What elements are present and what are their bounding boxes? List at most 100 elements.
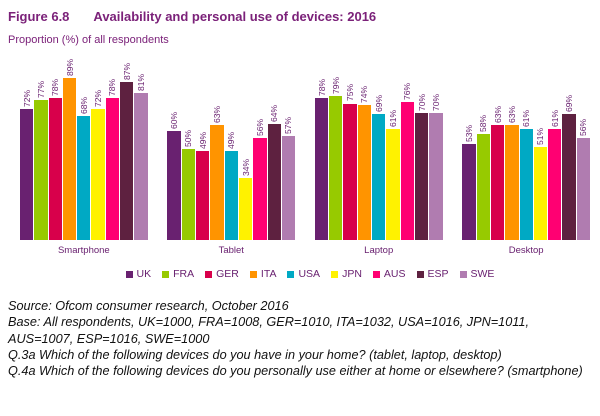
bar-value-label: 49% xyxy=(197,131,208,149)
bar-tablet-ita: 63% xyxy=(210,106,224,240)
bar-tablet-esp: 64% xyxy=(267,105,281,240)
chart-subtitle: Proportion (%) of all respondents xyxy=(8,34,169,46)
bar-value-label: 74% xyxy=(359,86,370,104)
chart-footnotes: Source: Ofcom consumer research, October… xyxy=(0,298,600,379)
bar-group-desktop: 53% 58% 63% 63% 61% 51% 61% 69% 56% Desktop xyxy=(462,52,590,256)
bar-value-label: 78% xyxy=(107,79,118,97)
bar-value-label: 89% xyxy=(64,59,75,77)
legend-item-esp: ESP xyxy=(416,268,449,280)
bar-value-label: 69% xyxy=(564,95,575,113)
bar-smartphone-swe: 81% xyxy=(134,74,148,240)
bar-value-label: 79% xyxy=(330,77,341,95)
bar-value-label: 72% xyxy=(21,89,32,107)
legend-item-ger: GER xyxy=(205,268,239,280)
bar-value-label: 76% xyxy=(402,82,413,100)
bar-value-label: 57% xyxy=(283,117,294,135)
bar-smartphone-fra: 77% xyxy=(34,81,48,240)
bar-desktop-aus: 61% xyxy=(548,110,562,240)
category-label-laptop: Laptop xyxy=(364,245,394,256)
bar-smartphone-uk: 72% xyxy=(20,90,34,240)
bar-value-label: 87% xyxy=(121,62,132,80)
figure-title: Availability and personal use of devices… xyxy=(93,9,377,24)
bar-tablet-swe: 57% xyxy=(281,117,296,240)
bar-smartphone-esp: 87% xyxy=(120,63,134,240)
bar-value-label: 58% xyxy=(478,115,489,133)
bar-tablet-fra: 50% xyxy=(181,130,196,240)
legend-label-ita: ITA xyxy=(260,268,277,280)
legend-item-uk: UK xyxy=(125,268,151,280)
bar-value-label: 61% xyxy=(388,109,398,127)
bar-value-label: 56% xyxy=(578,119,589,137)
bar-value-label: 68% xyxy=(78,97,89,115)
bar-laptop-esp: 70% xyxy=(414,94,429,240)
bars-laptop: 78% 79% 75% 74% 69% 61% 76% 70% 70% xyxy=(314,52,443,240)
bar-desktop-esp: 69% xyxy=(562,95,576,240)
bar-value-label: 77% xyxy=(35,80,46,98)
bar-group-laptop: 78% 79% 75% 74% 69% 61% 76% 70% 70% Laptop xyxy=(314,52,443,256)
bar-value-label: 51% xyxy=(535,128,546,146)
bar-laptop-uk: 78% xyxy=(314,79,329,240)
bars-desktop: 53% 58% 63% 63% 61% 51% 61% 69% 56% xyxy=(462,52,590,240)
bar-value-label: 34% xyxy=(240,159,251,177)
legend-swatch-swe xyxy=(459,270,467,278)
bar-smartphone-ita: 89% xyxy=(62,59,77,240)
chart-plot-area: 72% 77% 78% 89% 68% 72% 78% 87% 81% Smartphone 60%… xyxy=(0,52,600,256)
bar-laptop-ita: 74% xyxy=(357,86,372,240)
bar-value-label: 81% xyxy=(136,73,147,91)
bar-value-label: 61% xyxy=(549,109,560,127)
bar-desktop-swe: 56% xyxy=(576,119,590,240)
bar-value-label: 60% xyxy=(169,111,180,129)
bar-value-label: 63% xyxy=(492,106,503,124)
bar-desktop-jpn: 51% xyxy=(533,128,548,240)
bar-smartphone-usa: 68% xyxy=(77,97,91,240)
bar-chart: 72% 77% 78% 89% 68% 72% 78% 87% 81% Smartphone 60%… xyxy=(0,52,600,280)
bar-laptop-usa: 69% xyxy=(372,95,386,240)
bar-value-label: 64% xyxy=(269,104,280,122)
bar-desktop-uk: 53% xyxy=(462,125,476,240)
legend-label-aus: AUS xyxy=(383,268,406,280)
bar-value-label: 61% xyxy=(521,109,532,127)
chart-legend: UK FRA GER ITA USA JPN AUS ESP SWE xyxy=(0,268,600,280)
bar-tablet-ger: 49% xyxy=(196,132,210,240)
category-label-tablet: Tablet xyxy=(218,245,244,256)
legend-item-fra: FRA xyxy=(162,268,194,280)
bar-value-label: 56% xyxy=(254,119,265,137)
category-label-desktop: Desktop xyxy=(508,245,544,256)
legend-item-jpn: JPN xyxy=(331,268,362,280)
legend-label-usa: USA xyxy=(298,268,321,280)
bar-value-label: 50% xyxy=(183,129,194,147)
legend-label-fra: FRA xyxy=(173,268,195,280)
bars-smartphone: 72% 77% 78% 89% 68% 72% 78% 87% 81% xyxy=(20,52,148,240)
legend-swatch-fra xyxy=(162,270,170,278)
category-label-smartphone: Smartphone xyxy=(57,245,110,256)
bar-value-label: 72% xyxy=(93,89,104,107)
legend-item-swe: SWE xyxy=(459,268,494,280)
legend-label-ger: GER xyxy=(216,268,239,280)
bar-smartphone-ger: 78% xyxy=(48,79,62,240)
bar-value-label: 75% xyxy=(345,84,356,102)
bar-laptop-fra: 79% xyxy=(329,77,343,240)
figure-header: Figure 6.8 Availability and personal use… xyxy=(0,0,600,24)
bar-desktop-usa: 61% xyxy=(519,110,533,240)
bar-tablet-uk: 60% xyxy=(167,112,181,240)
legend-swatch-ita xyxy=(249,270,257,278)
legend-swatch-uk xyxy=(125,270,133,278)
bar-value-label: 63% xyxy=(506,106,517,124)
legend-item-ita: ITA xyxy=(249,268,277,280)
bar-tablet-usa: 49% xyxy=(224,132,238,240)
bar-value-label: 78% xyxy=(50,79,61,97)
bar-value-label: 49% xyxy=(226,131,237,149)
legend-label-jpn: JPN xyxy=(342,268,362,280)
bar-smartphone-aus: 78% xyxy=(105,79,120,240)
bars-tablet: 60% 50% 49% 63% 49% 34% 56% 64% 57% xyxy=(167,52,296,240)
bar-desktop-fra: 58% xyxy=(476,115,490,240)
bar-value-label: 53% xyxy=(463,124,474,142)
figure-number: Figure 6.8 xyxy=(8,9,70,24)
bar-smartphone-jpn: 72% xyxy=(91,90,105,240)
legend-item-usa: USA xyxy=(287,268,320,280)
bar-value-label: 78% xyxy=(316,79,327,97)
bar-tablet-aus: 56% xyxy=(253,119,267,240)
bar-group-smartphone: 72% 77% 78% 89% 68% 72% 78% 87% 81% Smartphone xyxy=(20,52,148,256)
bar-value-label: 70% xyxy=(416,93,427,111)
bar-group-tablet: 60% 50% 49% 63% 49% 34% 56% 64% 57% Tablet xyxy=(167,52,296,256)
